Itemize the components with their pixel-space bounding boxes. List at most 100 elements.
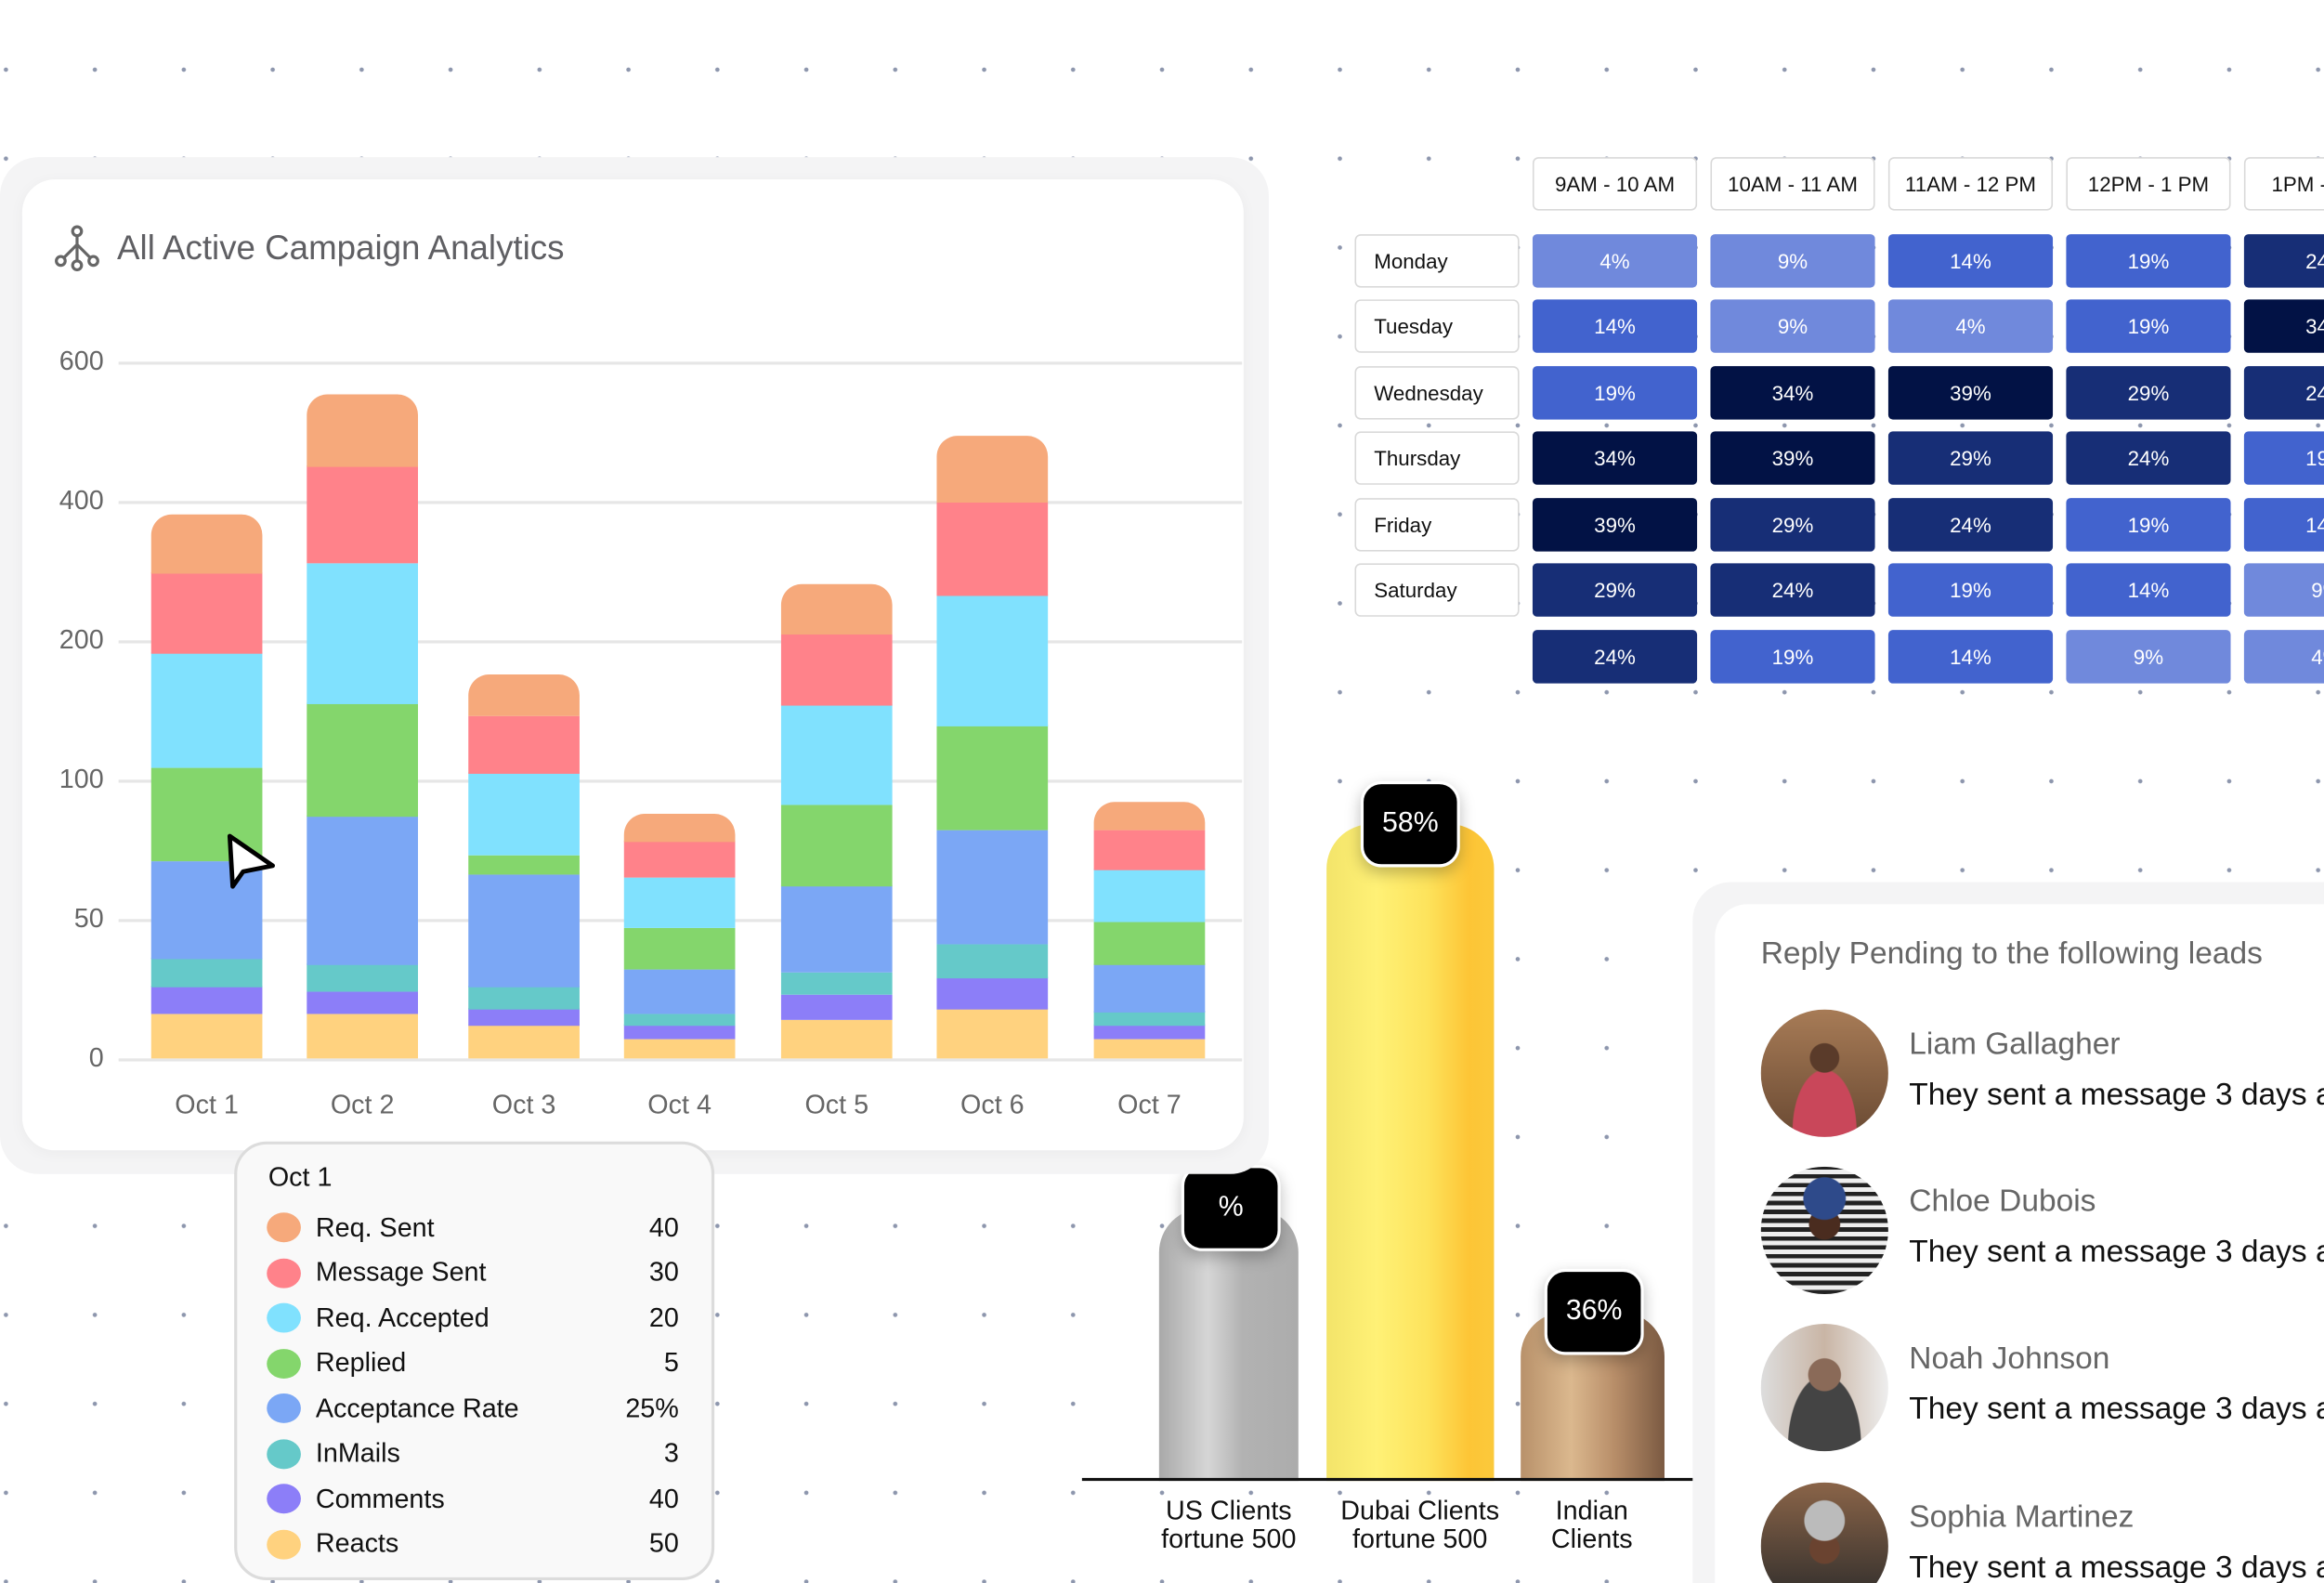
heatmap-cell[interactable]: 9% (2066, 630, 2231, 684)
heatmap-cell[interactable]: 19% (2066, 299, 2231, 353)
avatar (1760, 1166, 1888, 1295)
gridline (118, 640, 1243, 643)
bar-segment-comments[interactable] (468, 1008, 580, 1027)
x-tick-label: Oct 4 (647, 1089, 712, 1119)
bar-segment-req-sent[interactable] (307, 393, 418, 466)
bar-segment-inmails[interactable] (780, 972, 893, 996)
bar-segment-acceptance-rate[interactable] (936, 830, 1049, 946)
bar-segment-reacts[interactable] (307, 1014, 418, 1060)
heatmap-cell[interactable]: 24% (1532, 630, 1698, 684)
heatmap-cell[interactable]: 14% (1887, 630, 2054, 684)
bar-segment-reacts[interactable] (936, 1008, 1049, 1060)
heatmap-cell[interactable]: 14% (1532, 299, 1698, 353)
heatmap-cell[interactable]: 9% (2243, 563, 2324, 617)
bar-segment-reacts[interactable] (780, 1019, 893, 1060)
bar-segment-inmails[interactable] (307, 963, 418, 993)
bar-segment-acceptance-rate[interactable] (1093, 963, 1206, 1013)
bar-segment-req-accepted[interactable] (307, 563, 418, 704)
heatmap-cell[interactable]: 39% (1532, 498, 1698, 552)
bar-segment-acceptance-rate[interactable] (150, 860, 263, 960)
bar-segment-message-sent[interactable] (1093, 830, 1206, 870)
bar-segment-inmails[interactable] (1093, 1011, 1206, 1027)
bar-segment-req-accepted[interactable] (1093, 869, 1206, 923)
heatmap-cell[interactable]: 14% (1887, 234, 2054, 288)
bar-segment-req-sent[interactable] (623, 813, 736, 843)
heatmap-cell[interactable]: 19% (2243, 431, 2324, 485)
heatmap-cell[interactable]: 19% (1710, 630, 1875, 684)
bar-segment-replied[interactable] (468, 855, 580, 876)
bar-segment-req-sent[interactable] (150, 514, 263, 574)
bar-segment-message-sent[interactable] (307, 465, 418, 564)
bar-segment-inmails[interactable] (623, 1014, 736, 1027)
bar-segment-req-accepted[interactable] (150, 652, 263, 768)
us-clients-bar[interactable] (1158, 1208, 1299, 1482)
bar-segment-reacts[interactable] (150, 1014, 263, 1060)
heatmap-cell[interactable]: 19% (2066, 498, 2231, 552)
heatmap-cell[interactable]: 14% (2243, 498, 2324, 552)
x-tick-label: Oct 3 (491, 1089, 556, 1119)
bar-segment-replied[interactable] (1093, 922, 1206, 965)
heatmap-cell[interactable]: 29% (1710, 498, 1875, 552)
heatmap-cell[interactable]: 34% (2243, 299, 2324, 353)
heatmap-cell[interactable]: 34% (1710, 366, 1875, 420)
bar-segment-message-sent[interactable] (150, 572, 263, 654)
bar-segment-req-sent[interactable] (780, 583, 893, 635)
heatmap-cell[interactable]: 4% (1887, 299, 2054, 353)
heatmap-cell[interactable]: 19% (1887, 563, 2054, 617)
heatmap-cell[interactable]: 24% (2066, 431, 2231, 485)
bar-segment-message-sent[interactable] (936, 502, 1049, 596)
bar-segment-replied[interactable] (780, 805, 893, 887)
bar-segment-reacts[interactable] (623, 1039, 736, 1060)
bar-segment-comments[interactable] (780, 994, 893, 1021)
bar-segment-replied[interactable] (307, 702, 418, 818)
bar-segment-replied[interactable] (936, 725, 1049, 831)
bar-segment-replied[interactable] (623, 927, 736, 971)
bar-segment-message-sent[interactable] (468, 715, 580, 774)
bar-segment-acceptance-rate[interactable] (468, 874, 580, 988)
bar-segment-message-sent[interactable] (780, 634, 893, 706)
bar-segment-comments[interactable] (150, 986, 263, 1015)
heatmap-cell[interactable]: 39% (1710, 431, 1875, 485)
lead-message: They sent a message 3 days ago (1909, 1392, 2324, 1427)
dubai-clients-bar[interactable] (1326, 824, 1495, 1482)
heatmap-cell[interactable]: 39% (1887, 366, 2054, 420)
chart-title: All Active Campaign Analytics (117, 228, 565, 268)
heatmap-cell[interactable]: 24% (1887, 498, 2054, 552)
us-clients-badge: % (1181, 1165, 1281, 1251)
heatmap-cell[interactable]: 9% (1710, 299, 1875, 353)
bar-segment-reacts[interactable] (468, 1025, 580, 1060)
bar-segment-comments[interactable] (1093, 1025, 1206, 1040)
bar-segment-inmails[interactable] (150, 958, 263, 988)
heatmap-cell[interactable]: 19% (2066, 234, 2231, 288)
heatmap-cell[interactable]: 34% (1532, 431, 1698, 485)
heatmap-cell[interactable]: 29% (1532, 563, 1698, 617)
bar-segment-comments[interactable] (307, 991, 418, 1015)
bar-segment-message-sent[interactable] (623, 841, 736, 879)
bar-segment-acceptance-rate[interactable] (307, 816, 418, 965)
heatmap-cell[interactable]: 4% (1532, 234, 1698, 288)
heatmap-cell[interactable]: 24% (2243, 234, 2324, 288)
bar-segment-acceptance-rate[interactable] (780, 885, 893, 974)
bar-segment-comments[interactable] (936, 977, 1049, 1010)
heatmap-cell[interactable]: 4% (2243, 630, 2324, 684)
bar-segment-req-sent[interactable] (1093, 802, 1206, 831)
bar-segment-reacts[interactable] (1093, 1039, 1206, 1060)
bar-segment-inmails[interactable] (468, 986, 580, 1010)
bar-segment-req-accepted[interactable] (780, 704, 893, 806)
bar-segment-req-accepted[interactable] (468, 772, 580, 857)
bar-segment-req-accepted[interactable] (936, 595, 1049, 726)
heatmap-cell[interactable]: 24% (1710, 563, 1875, 617)
bar-segment-req-sent[interactable] (936, 435, 1049, 504)
heatmap-cell[interactable]: 29% (1887, 431, 2054, 485)
us-clients-label: US Clients fortune 500 (1161, 1496, 1297, 1554)
bar-segment-req-sent[interactable] (468, 674, 580, 717)
heatmap-cell[interactable]: 19% (1532, 366, 1698, 420)
heatmap-cell[interactable]: 24% (2243, 366, 2324, 420)
heatmap-cell[interactable]: 29% (2066, 366, 2231, 420)
bar-segment-acceptance-rate[interactable] (623, 969, 736, 1015)
heatmap-cell[interactable]: 9% (1710, 234, 1875, 288)
heatmap-cell[interactable]: 14% (2066, 563, 2231, 617)
bar-segment-inmails[interactable] (936, 944, 1049, 979)
bar-segment-req-accepted[interactable] (623, 877, 736, 929)
bar-segment-comments[interactable] (623, 1025, 736, 1040)
